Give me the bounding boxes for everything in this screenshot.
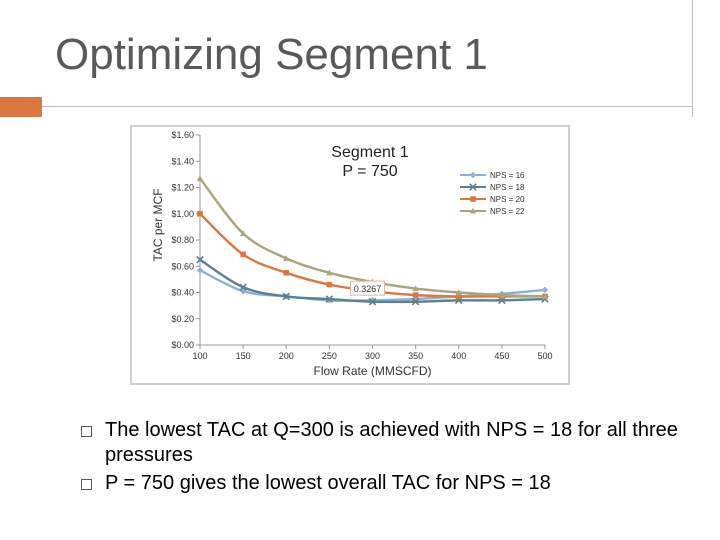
data-point-nps-22 [541,293,549,299]
data-point-nps-18 [325,295,334,303]
y-tick-label: $1.20 [171,183,194,193]
legend-marker [469,183,477,191]
data-point-nps-16 [369,297,376,304]
data-point-nps-20 [326,281,333,288]
data-point-nps-16 [326,297,333,304]
data-point-nps-22 [326,269,333,276]
data-point-nps-22 [239,230,247,236]
vertical-divider [692,0,693,117]
data-point-nps-16 [196,266,204,274]
x-tick-label: 100 [192,351,207,361]
square-bullet-icon [81,426,92,437]
bullet-text: P = 750 gives the lowest overall TAC for… [105,472,551,494]
data-point-nps-18 [411,297,420,306]
x-tick-label: 150 [236,351,251,361]
y-tick-label: $0.20 [171,314,194,324]
x-tick-label: 200 [279,351,294,361]
data-point-nps-18 [368,297,377,306]
square-bullet-icon [81,479,92,490]
annotation-label: 0.3267 [354,284,382,294]
chart-frame [130,125,570,385]
bullet-item: The lowest TAC at Q=300 is achieved with… [80,418,700,468]
x-tick-label: 350 [408,351,423,361]
legend-label: NPS = 20 [490,195,525,204]
accent-block [0,97,42,117]
data-point-nps-18 [282,292,291,301]
data-point-nps-20 [240,251,246,258]
y-tick-label: $1.60 [171,130,194,140]
legend-label: NPS = 18 [490,183,525,192]
bullet-list: The lowest TAC at Q=300 is achieved with… [80,418,700,499]
y-tick-label: $1.00 [171,209,194,219]
accent-divider [42,106,692,107]
y-tick-label: $0.00 [171,340,194,350]
data-point-nps-18 [239,283,247,292]
x-tick-label: 500 [537,351,552,361]
bullet-text: The lowest TAC at Q=300 is achieved with… [105,419,678,466]
data-point-nps-16 [239,287,247,295]
y-axis-label: TAC per MCF [151,188,165,261]
x-tick-label: 450 [494,351,509,361]
y-tick-label: $1.40 [171,156,194,166]
data-point-nps-20 [197,210,203,217]
chart-title-line: P = 750 [342,163,397,180]
annotation-box [350,280,385,296]
data-point-nps-22 [196,175,204,181]
chart-title-line: Segment 1 [331,144,408,161]
y-tick-label: $0.40 [171,288,194,298]
x-axis-label: Flow Rate (MMSCFD) [313,364,431,378]
data-point-nps-16 [412,295,419,303]
data-point-nps-22 [412,285,419,292]
bullet-item: P = 750 gives the lowest overall TAC for… [80,471,700,496]
x-tick-label: 300 [365,351,380,361]
legend-label: NPS = 22 [490,207,525,216]
slide-title: Optimizing Segment 1 [55,30,488,79]
legend-marker [469,207,477,214]
data-point-nps-20 [455,293,462,300]
x-tick-label: 250 [322,351,337,361]
data-point-nps-22 [498,291,506,298]
legend-label: NPS = 16 [490,171,525,180]
data-point-nps-20 [412,292,419,298]
legend-marker [469,171,477,179]
data-point-nps-16 [541,286,549,294]
data-point-nps-20 [283,270,290,276]
y-tick-label: $0.80 [171,235,194,245]
y-tick-label: $0.60 [171,261,194,271]
legend-marker [470,196,476,202]
data-point-nps-22 [455,289,462,296]
x-tick-label: 400 [451,351,466,361]
data-point-nps-22 [283,255,290,261]
flow-rate-chart: $0.00 $0.20 $0.40 $0.60 $0.80 $1.00 $1.20 $1.40… [151,130,553,378]
data-point-nps-18 [196,255,204,264]
